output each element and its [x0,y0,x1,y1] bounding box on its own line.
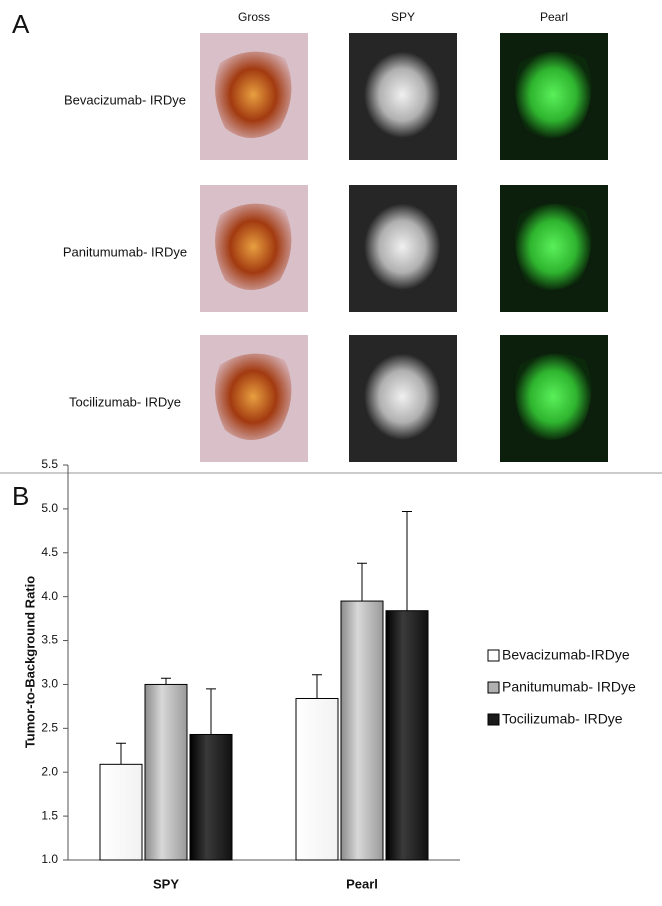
bar [340,600,384,861]
column-header: SPY [391,10,415,24]
panel-label: B [12,481,29,511]
error-bar [402,511,412,611]
x-tick-label: SPY [153,876,179,891]
legend-swatch [487,649,500,662]
panel-label: A [12,9,30,39]
tissue [215,51,292,138]
legend-swatch [487,713,500,726]
tissue [364,353,441,440]
error-bar [312,674,322,699]
y-tick-label: 3.5 [41,633,58,647]
y-tick-label: 2.5 [41,721,58,735]
tissue [215,353,292,440]
panel-b: B Tumor-to-Background Ratio 1.0 1.5 2.0 2.5 3.… [12,457,636,891]
error-bar [206,688,216,735]
x-tick-label: Pearl [346,876,378,891]
bar [385,610,429,861]
legend-label: Tocilizumab- IRDye [502,711,623,727]
column-header: Pearl [540,10,568,24]
y-tick-label: 5.5 [41,457,58,471]
tissue [515,203,592,290]
y-tick-label: 3.0 [41,677,58,691]
error-bar [357,562,367,602]
row-label: Panitumumab- IRDye [63,244,187,259]
tissue [215,203,292,290]
tissue [515,353,592,440]
bar [99,763,143,861]
error-bar [161,677,171,685]
legend-label: Panitumumab- IRDye [502,679,636,695]
bar [189,733,233,861]
column-header: Gross [238,10,270,24]
legend-swatch [487,681,500,694]
row-label: Bevacizumab- IRDye [64,92,186,107]
y-tick-label: 2.0 [41,764,58,778]
y-tick-label: 5.0 [41,501,58,515]
panel-a: A Gross SPY Pearl Bevacizumab- IRDye Panitum… [12,9,608,462]
y-tick-label: 1.0 [41,852,58,866]
y-tick-label: 4.0 [41,589,58,603]
error-bar [116,742,126,765]
y-tick-label: 4.5 [41,545,58,559]
tissue [515,51,592,138]
bar [144,683,188,861]
y-axis-label: Tumor-to-Background Ratio [22,576,37,748]
legend-label: Bevacizumab-IRDye [502,647,630,663]
bar [295,697,339,861]
tissue [364,51,441,138]
row-label: Tocilizumab- IRDye [69,394,181,409]
tissue [364,203,441,290]
y-tick-label: 1.5 [41,808,58,822]
